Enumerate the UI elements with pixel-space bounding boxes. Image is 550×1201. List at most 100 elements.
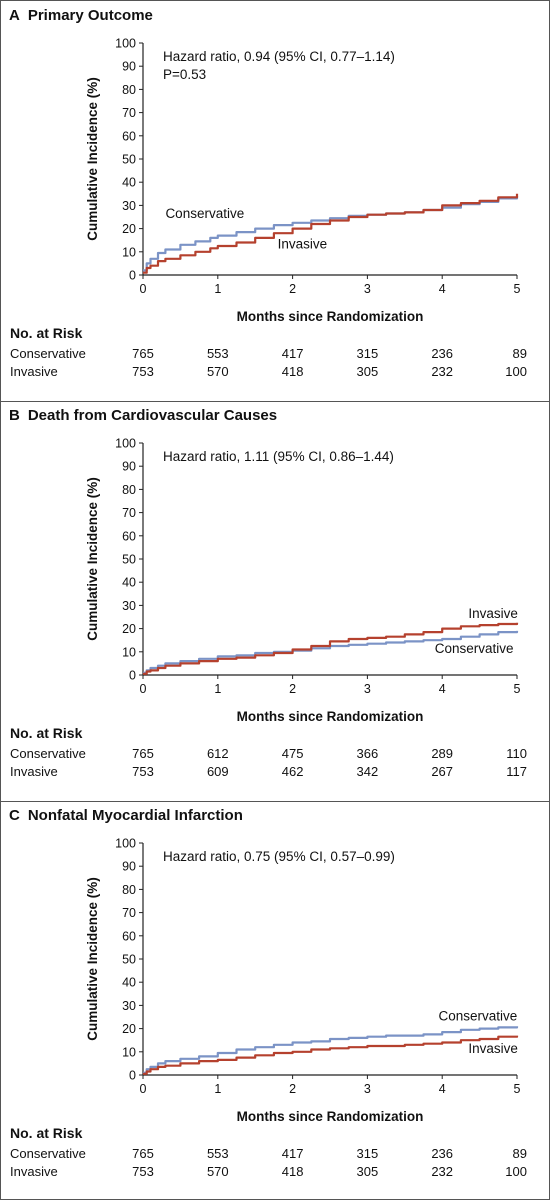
- x-tick-label: 4: [439, 682, 446, 696]
- risk-count: 418: [281, 1164, 304, 1179]
- y-tick-label: 50: [122, 153, 136, 167]
- risk-table-title: No. at Risk: [10, 325, 83, 341]
- risk-count: 753: [132, 764, 154, 779]
- panel-letter: B: [9, 407, 20, 424]
- risk-count: 612: [206, 746, 229, 761]
- risk-row-invasive: Invasive 753 609 462 342 267 117: [1, 764, 549, 780]
- risk-count: 267: [431, 764, 454, 779]
- x-tick-label: 3: [364, 282, 371, 296]
- hazard-annotation: Hazard ratio, 0.94 (95% CI, 0.77–1.14): [163, 49, 395, 64]
- chart-b: 0 10 20 30 40 50 60 70 80 90 100 0 1 2 3 4 5 Months since…: [85, 437, 521, 725]
- y-tick-label: 30: [122, 999, 136, 1013]
- x-tick-label: 0: [140, 282, 147, 296]
- y-tick-label: 50: [122, 553, 136, 567]
- risk-table-title: No. at Risk: [10, 1125, 83, 1141]
- risk-row-name: Conservative: [10, 1146, 86, 1161]
- panel-b: B Death from Cardiovascular Causes 0 10 20 30…: [1, 401, 549, 801]
- risk-count: 100: [505, 364, 527, 379]
- risk-count: 417: [281, 1146, 304, 1161]
- y-tick-label: 30: [122, 199, 136, 213]
- series-line-invasive: [143, 193, 519, 274]
- x-tick-label: 4: [439, 282, 446, 296]
- y-tick-label: 10: [122, 1045, 136, 1059]
- risk-count: 553: [206, 346, 229, 361]
- y-tick-label: 0: [129, 1069, 136, 1083]
- x-axis-title: Months since Randomization: [237, 1109, 424, 1124]
- risk-count: 232: [431, 364, 454, 379]
- x-axis-title: Months since Randomization: [237, 709, 424, 724]
- risk-row-invasive: Invasive 753 570 418 305 232 100: [1, 1164, 549, 1180]
- x-tick-label: 1: [214, 282, 221, 296]
- panel-divider: [1, 401, 549, 402]
- risk-count: 753: [132, 364, 154, 379]
- x-tick-label: 0: [140, 682, 147, 696]
- y-tick-label: 100: [115, 437, 136, 451]
- risk-row-conservative: Conservative 765 612 475 366 289 110: [1, 746, 549, 762]
- y-tick-label: 20: [122, 622, 136, 636]
- risk-count: 475: [281, 746, 304, 761]
- risk-count: 570: [206, 364, 229, 379]
- panel-title-text: Nonfatal Myocardial Infarction: [27, 807, 243, 824]
- y-tick-label: 90: [122, 860, 136, 874]
- risk-row-conservative: Conservative 765 553 417 315 236 89: [1, 1146, 549, 1162]
- y-tick-label: 0: [129, 269, 136, 283]
- x-tick-label: 3: [364, 682, 371, 696]
- risk-count: 89: [512, 346, 527, 361]
- y-axis-title: Cumulative Incidence (%): [85, 77, 100, 241]
- x-tick-label: 5: [514, 682, 521, 696]
- y-tick-label: 100: [115, 837, 136, 851]
- series-label-conservative: Conservative: [165, 206, 244, 221]
- risk-count: 100: [505, 1164, 527, 1179]
- x-tick-label: 5: [514, 282, 521, 296]
- y-tick-label: 60: [122, 129, 136, 143]
- risk-row-conservative: Conservative 765 553 417 315 236 89: [1, 346, 549, 362]
- series-line-conservative: [143, 1026, 519, 1074]
- x-tick-label: 4: [439, 1082, 446, 1096]
- risk-count: 117: [506, 764, 527, 779]
- panel-letter: A: [9, 7, 20, 24]
- series-label-invasive: Invasive: [278, 236, 328, 251]
- risk-count: 305: [356, 364, 379, 379]
- y-tick-label: 80: [122, 83, 136, 97]
- y-tick-label: 70: [122, 906, 136, 920]
- risk-count: 342: [356, 764, 379, 779]
- risk-row-invasive: Invasive 753 570 418 305 232 100: [1, 364, 549, 380]
- series-label-invasive: Invasive: [468, 1041, 518, 1056]
- risk-count: 609: [206, 764, 229, 779]
- y-tick-label: 10: [122, 645, 136, 659]
- y-tick-label: 90: [122, 60, 136, 74]
- risk-row-name: Invasive: [10, 764, 58, 779]
- risk-count: 765: [132, 1146, 154, 1161]
- hazard-annotation: Hazard ratio, 0.75 (95% CI, 0.57–0.99): [163, 849, 395, 864]
- risk-count: 289: [431, 746, 454, 761]
- y-tick-label: 100: [115, 37, 136, 51]
- y-tick-label: 40: [122, 176, 136, 190]
- risk-row-name: Invasive: [10, 1164, 58, 1179]
- x-tick-label: 2: [289, 1082, 296, 1096]
- y-tick-label: 40: [122, 576, 136, 590]
- series-line-invasive: [143, 1035, 519, 1075]
- y-tick-label: 50: [122, 953, 136, 967]
- chart-c: 0 10 20 30 40 50 60 70 80 90 100 0 1 2 3 4 5 Months since…: [85, 837, 521, 1125]
- x-tick-label: 2: [289, 682, 296, 696]
- x-tick-label: 2: [289, 282, 296, 296]
- risk-table: No. at Risk Conservative 765 553 417 315 236 89…: [1, 1, 549, 401]
- risk-count: 417: [281, 346, 304, 361]
- y-tick-label: 70: [122, 506, 136, 520]
- panel-title: B Death from Cardiovascular Causes: [9, 407, 277, 424]
- risk-table: No. at Risk Conservative 765 553 417 315 236 89…: [1, 801, 549, 1201]
- series-label-invasive: Invasive: [468, 606, 518, 621]
- risk-count: 462: [281, 764, 304, 779]
- hazard-annotation: Hazard ratio, 1.11 (95% CI, 0.86–1.44): [163, 449, 394, 464]
- risk-count: 236: [431, 346, 454, 361]
- risk-count: 553: [206, 1146, 229, 1161]
- series-line-invasive: [143, 622, 519, 675]
- risk-count: 89: [512, 1146, 527, 1161]
- chart-a: 0 10 20 30 40 50 60 70 80 90 100 0 1 2 3 4 5 Months since…: [85, 37, 521, 325]
- y-tick-label: 20: [122, 222, 136, 236]
- series-label-conservative: Conservative: [435, 641, 514, 656]
- y-tick-label: 30: [122, 599, 136, 613]
- risk-count: 305: [356, 1164, 379, 1179]
- risk-row-name: Invasive: [10, 364, 58, 379]
- risk-table: No. at Risk Conservative 765 612 475 366 289 11…: [1, 401, 549, 801]
